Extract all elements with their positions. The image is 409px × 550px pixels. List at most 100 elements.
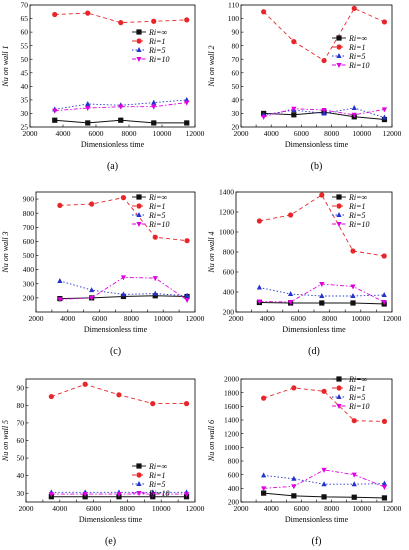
series-line-3 <box>263 107 385 118</box>
legend-marker <box>136 222 142 227</box>
y-tick-label: 60 <box>21 28 29 37</box>
data-point <box>288 212 294 218</box>
y-tick-label: 200 <box>23 293 35 302</box>
y-tick-label: 200 <box>223 308 235 317</box>
chart-panel-4: 2000 4000 6000 8000 10000 12000 200 400 600 800 10… <box>207 188 402 357</box>
legend-marker <box>336 53 342 58</box>
data-point <box>381 300 387 305</box>
data-point <box>150 401 156 407</box>
data-point <box>351 472 357 478</box>
data-point <box>184 292 190 298</box>
legend-label: Ri=∞ <box>348 375 368 384</box>
x-tick-label: 2000 <box>229 314 244 323</box>
legend: Ri=∞Ri=1Ri=5Ri=10 <box>132 193 170 229</box>
y-tick-label: 30 <box>232 109 240 118</box>
legend-marker <box>336 35 342 41</box>
data-point <box>351 112 357 118</box>
data-point <box>321 494 327 500</box>
y-axis-label: Nu on wall 1 <box>1 45 10 87</box>
data-point <box>321 57 327 64</box>
x-axis-label: Dimensionless time <box>81 140 145 149</box>
y-tick-label: 60 <box>232 68 240 77</box>
legend-label: Ri=∞ <box>348 34 368 43</box>
legend-label: Ri=5 <box>348 211 366 220</box>
panel-caption: (a) <box>107 161 118 172</box>
x-tick-label: 12000 <box>383 129 402 138</box>
data-point <box>381 484 388 490</box>
y-tick-label: 800 <box>23 209 35 218</box>
y-tick-label: 800 <box>228 457 240 466</box>
legend-marker <box>336 212 342 217</box>
chart-panel-2: 2000 4000 6000 8000 10000 12000 20 30 40 50 60 70 80… <box>207 1 402 172</box>
y-tick-label: 1400 <box>219 188 234 197</box>
x-tick-label: 2000 <box>29 314 44 323</box>
y-tick-label: 700 <box>23 223 35 232</box>
x-tick-label: 8000 <box>124 314 139 323</box>
x-tick-label: 12000 <box>186 504 205 513</box>
y-axis-label: Nu on wall 2 <box>207 45 216 87</box>
chart-panel-3: 2000 4000 6000 8000 10000 12000 200 300 400 500 60… <box>1 191 205 357</box>
legend-label: Ri=5 <box>348 52 366 61</box>
legend-marker <box>136 203 142 209</box>
series-line-3 <box>54 99 187 110</box>
y-tick-label: 400 <box>228 484 240 493</box>
legend-label: Ri=∞ <box>148 462 168 471</box>
data-point <box>291 39 297 45</box>
legend-marker <box>336 222 342 227</box>
data-point <box>151 99 157 105</box>
data-point <box>321 108 327 114</box>
x-tick-label: 10000 <box>351 314 370 323</box>
data-point <box>261 114 267 120</box>
y-tick-label: 70 <box>17 419 25 428</box>
x-tick-label: 12000 <box>186 129 205 138</box>
data-point <box>184 100 190 106</box>
data-point <box>256 299 262 305</box>
data-point <box>152 234 158 240</box>
y-tick-label: 300 <box>23 279 35 288</box>
y-tick-label: 45 <box>21 68 29 77</box>
data-point <box>351 494 357 500</box>
x-axis-label: Dimensionless time <box>79 515 143 524</box>
y-tick-label: 1400 <box>224 416 239 425</box>
x-tick-label: 10000 <box>352 504 371 513</box>
legend-marker <box>336 203 342 209</box>
data-point <box>118 20 124 26</box>
legend-marker <box>136 491 142 496</box>
legend-label: Ri=10 <box>348 402 370 411</box>
x-tick-label: 8000 <box>120 504 135 513</box>
data-point <box>152 293 158 299</box>
data-point <box>381 114 388 120</box>
data-point <box>381 480 388 486</box>
data-point <box>120 195 127 201</box>
data-point <box>291 385 297 391</box>
y-axis-label: Nu on wall 6 <box>207 420 216 462</box>
y-tick-label: 40 <box>17 471 25 480</box>
data-point <box>118 104 124 110</box>
data-point <box>57 202 63 209</box>
x-axis-label: Dimensionless time <box>282 325 346 334</box>
x-tick-label: 10000 <box>352 129 371 138</box>
y-axis-label: Nu on wall 4 <box>207 231 216 273</box>
series-line-3 <box>59 280 188 297</box>
x-tick-label: 10000 <box>153 129 172 138</box>
legend-label: Ri=5 <box>148 211 166 220</box>
legend-marker <box>136 47 142 52</box>
data-point <box>151 18 157 24</box>
data-point <box>350 284 356 290</box>
chart-panel-6: 2000 4000 6000 8000 10000 12000 200 400 600 800 10… <box>207 375 402 547</box>
data-point <box>261 490 267 496</box>
legend: Ri=∞Ri=1Ri=5Ri=10 <box>332 375 370 411</box>
legend-label: Ri=10 <box>148 55 170 64</box>
data-point <box>184 298 190 303</box>
data-point <box>52 11 58 18</box>
legend-label: Ri=1 <box>148 471 166 480</box>
x-tick-label: 8000 <box>324 504 339 513</box>
chart-panel-5: 2000 4000 6000 8000 10000 12000 30 40 50 60 70 80 90… <box>1 378 205 547</box>
legend-label: Ri=1 <box>348 202 366 211</box>
y-tick-label: 90 <box>232 28 240 37</box>
y-tick-label: 70 <box>232 55 240 64</box>
data-point <box>85 10 91 16</box>
legend-label: Ri=10 <box>148 489 170 498</box>
x-tick-label: 4000 <box>56 129 71 138</box>
data-point <box>381 495 388 501</box>
